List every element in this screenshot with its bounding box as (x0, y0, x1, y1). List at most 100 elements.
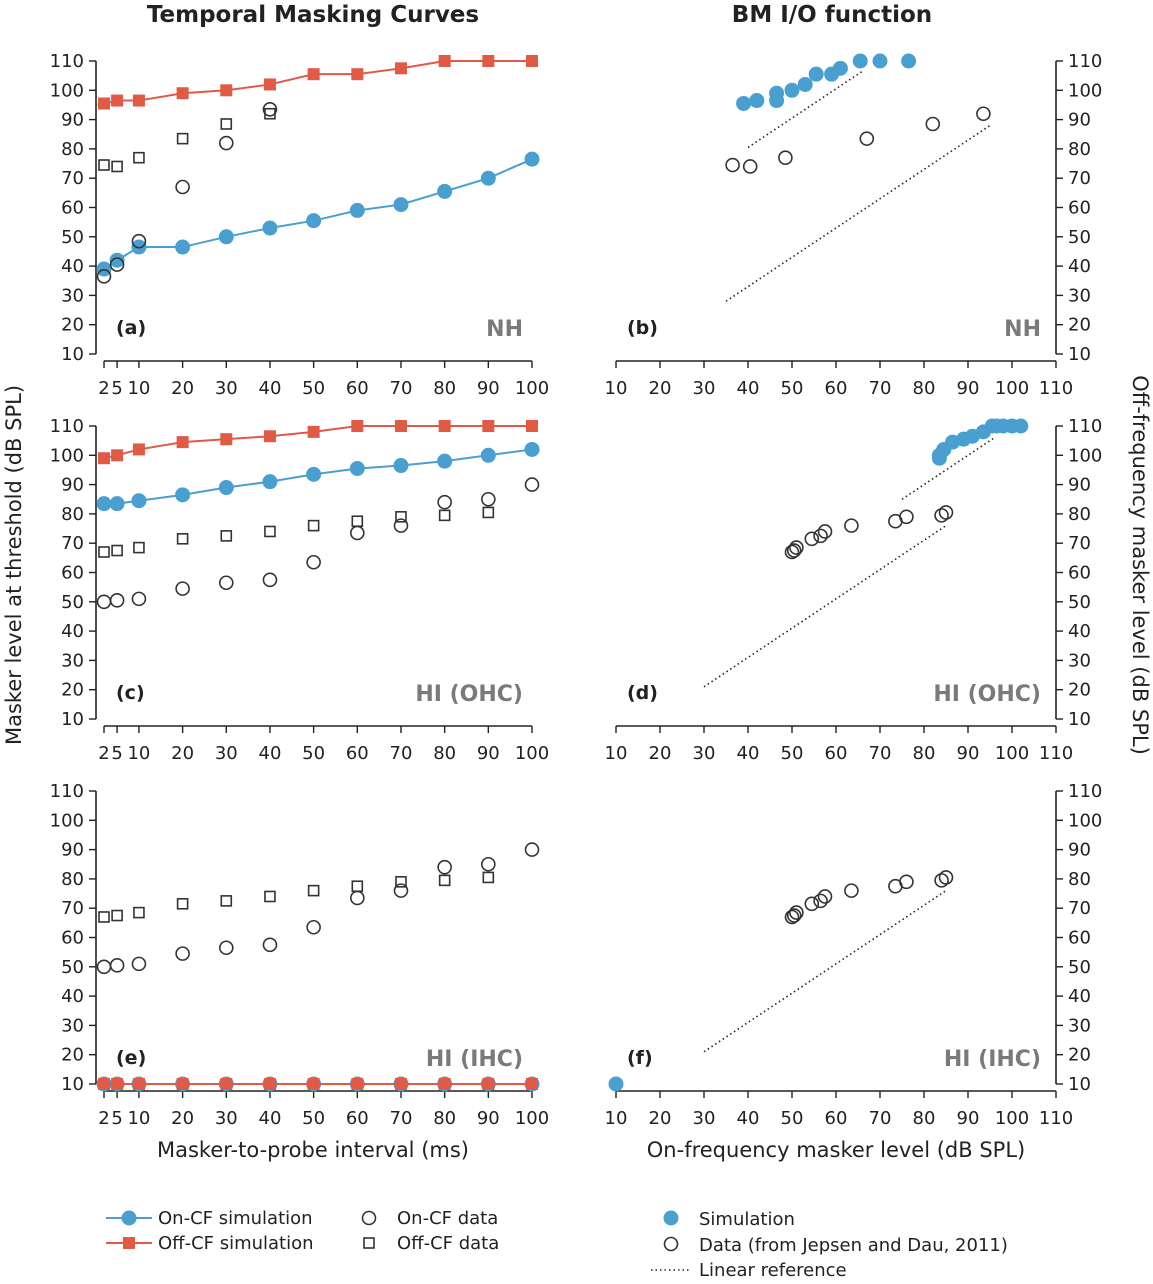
y-tick-label: 70 (61, 533, 84, 554)
x-tick-label: 20 (649, 378, 672, 399)
y-tick-label: 20 (61, 315, 84, 336)
y-tick-label: 100 (1068, 445, 1102, 466)
y-tick-label: 100 (1068, 80, 1102, 101)
series-linear-reference (703, 524, 947, 688)
data-point (789, 905, 804, 920)
data-point (844, 518, 859, 533)
y-tick-label: 20 (1068, 680, 1091, 701)
x-tick-label: 30 (215, 378, 238, 399)
series-off-cf-simulation (98, 1078, 538, 1090)
panel-condition-label: NH (486, 317, 523, 342)
x-tick-label: 10 (127, 743, 150, 764)
y-tick-label: 60 (61, 928, 84, 949)
y-tick-label: 40 (61, 256, 84, 277)
data-point (482, 871, 495, 884)
legend-entry-simulation: Simulation (663, 1209, 795, 1230)
y-tick-label: 110 (1068, 51, 1102, 72)
series-simulation (736, 53, 917, 111)
x-tick-label: 80 (913, 743, 936, 764)
data-point (132, 1078, 145, 1090)
data-point (844, 883, 859, 898)
data-point (934, 508, 949, 523)
x-tick-label: 20 (171, 743, 194, 764)
data-point (111, 544, 123, 557)
data-point (393, 883, 409, 898)
data-point (351, 880, 364, 893)
y-tick-label: 40 (1068, 256, 1091, 277)
data-point (789, 540, 804, 555)
x-tick-label: 100 (515, 743, 549, 764)
data-point (307, 425, 320, 438)
x-tick-label: 50 (302, 378, 325, 399)
data-point (96, 261, 112, 277)
data-point (306, 466, 322, 482)
data-point (132, 443, 145, 456)
x-tick-label: 70 (390, 1108, 413, 1129)
legend-left: On-CF simulation Off-CF simulation On-CF… (106, 1208, 499, 1254)
x-tick-label: 60 (346, 1108, 369, 1129)
data-point (176, 436, 189, 449)
x-tick-label: 90 (477, 378, 500, 399)
x-tick-label: 60 (346, 378, 369, 399)
x-tick-label: 100 (515, 378, 549, 399)
series-linear-reference (725, 124, 991, 302)
data-point (96, 594, 112, 610)
data-point (817, 889, 833, 904)
y-tick-label: 90 (1068, 475, 1091, 496)
data-point (220, 895, 233, 907)
legend-marker-open-circle (663, 1236, 679, 1252)
legend-marker-red-square (123, 1237, 135, 1249)
data-point (524, 151, 540, 167)
data-point (133, 151, 145, 164)
x-tick-label: 80 (913, 378, 936, 399)
data-point (438, 55, 451, 67)
panel-letter: (b) (627, 317, 658, 339)
x-tick-label: 30 (693, 1108, 716, 1129)
y-tick-label: 30 (61, 1015, 84, 1036)
y-tick-label: 80 (1068, 869, 1091, 890)
data-point (98, 546, 110, 558)
y-tick-label: 60 (1068, 198, 1091, 219)
y-tick-label: 100 (50, 810, 84, 831)
x-tick-label: 10 (127, 1108, 150, 1129)
y-tick-label: 30 (1068, 285, 1091, 306)
data-point (349, 202, 365, 218)
data-point (524, 477, 540, 492)
x-tick-label: 40 (737, 743, 760, 764)
x-tick-label: 90 (957, 1108, 980, 1129)
x-tick-label: 40 (737, 378, 760, 399)
x-tick-label: 80 (433, 743, 456, 764)
data-point (263, 1078, 276, 1090)
y-tick-label: 100 (50, 445, 84, 466)
data-point (109, 257, 125, 272)
data-point (111, 449, 124, 462)
y-tick-label: 80 (61, 504, 84, 525)
data-point (351, 1078, 364, 1090)
data-point (480, 170, 496, 186)
legend-marker-blue-circle (121, 1210, 137, 1226)
data-point (307, 884, 320, 897)
data-point (481, 856, 496, 872)
y-tick-label: 40 (1068, 986, 1091, 1007)
legend-entry-data: Data (from Jepsen and Dau, 2011) (663, 1235, 1008, 1256)
y-tick-label: 110 (50, 416, 84, 437)
data-point (394, 420, 407, 432)
x-tick-label: 90 (957, 743, 980, 764)
data-point (98, 97, 110, 110)
data-point (482, 55, 495, 67)
data-point (131, 591, 147, 607)
data-point (262, 102, 278, 117)
data-point (218, 135, 234, 151)
data-point (938, 505, 954, 520)
data-point (526, 420, 538, 432)
data-point (262, 937, 278, 953)
data-point (218, 575, 234, 591)
y-tick-label: 80 (1068, 504, 1091, 525)
y-tick-label: 110 (1068, 781, 1102, 802)
x-tick-label: 80 (433, 1108, 456, 1129)
y-tick-label: 20 (61, 680, 84, 701)
data-point (98, 911, 110, 923)
data-point (742, 159, 758, 174)
